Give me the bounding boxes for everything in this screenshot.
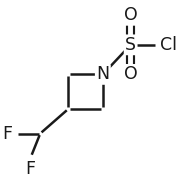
Text: O: O (124, 6, 138, 24)
Text: Cl: Cl (160, 36, 177, 54)
Text: F: F (25, 160, 35, 178)
Text: S: S (125, 36, 136, 54)
Text: F: F (2, 124, 12, 143)
Text: O: O (124, 65, 138, 83)
Text: N: N (96, 65, 109, 83)
